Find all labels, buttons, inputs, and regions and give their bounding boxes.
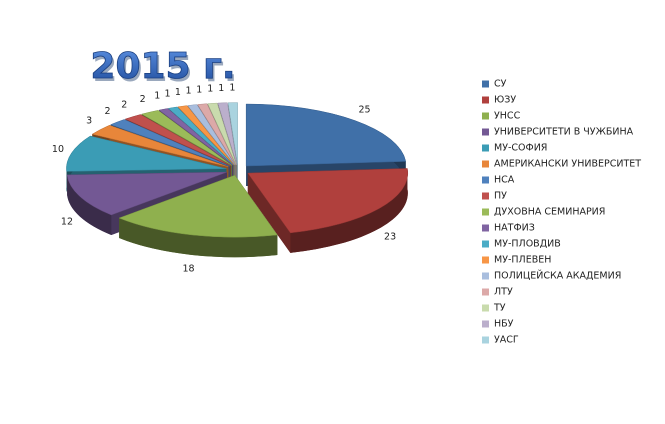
data-label: 1 bbox=[207, 83, 213, 94]
legend-label: УАСГ bbox=[494, 335, 519, 346]
legend-swatch bbox=[482, 240, 489, 248]
data-label: 1 bbox=[175, 87, 181, 98]
slice-side bbox=[119, 218, 278, 258]
slice bbox=[167, 106, 234, 166]
legend-label: УНСС bbox=[494, 111, 521, 122]
slice bbox=[187, 104, 236, 165]
data-label: 10 bbox=[52, 144, 64, 155]
legend-swatch bbox=[482, 304, 489, 312]
chart-title: 2015 г. bbox=[90, 46, 235, 87]
legend-swatch bbox=[482, 144, 489, 152]
slice bbox=[66, 135, 227, 172]
slice bbox=[91, 125, 229, 168]
slice bbox=[124, 114, 231, 166]
data-label: 2 bbox=[121, 100, 127, 111]
slice bbox=[197, 103, 236, 165]
legend-label: МУ-СОФИЯ bbox=[494, 143, 547, 154]
legend-label: НСА bbox=[494, 175, 515, 186]
legend-swatch bbox=[482, 192, 489, 200]
legend-swatch bbox=[482, 208, 489, 216]
data-label: 1 bbox=[154, 91, 160, 102]
legend-label: МУ-ПЛОВДИВ bbox=[494, 239, 561, 250]
slice-side bbox=[290, 168, 408, 253]
data-label: 1 bbox=[185, 85, 191, 96]
legend-label: ЮЗУ bbox=[494, 95, 516, 106]
legend-label: ЛТУ bbox=[494, 287, 513, 298]
legend-label: АМЕРИКАНСКИ УНИВЕРСИТЕТ bbox=[494, 159, 641, 170]
data-label: 1 bbox=[218, 83, 224, 94]
legend-label: ПОЛИЦЕЙСКА АКАДЕМИЯ bbox=[494, 270, 621, 282]
slice bbox=[245, 103, 407, 167]
data-label: 1 bbox=[229, 83, 235, 94]
legend: СУ ЮЗУ УНСС УНИВЕРСИТЕТИ В ЧУЖБИНА МУ-СОФИЯ А… bbox=[482, 79, 641, 346]
legend-label: СУ bbox=[494, 79, 507, 90]
slice bbox=[158, 108, 233, 166]
data-label: 23 bbox=[384, 232, 396, 243]
legend-label: ПУ bbox=[494, 191, 507, 202]
slice bbox=[217, 102, 238, 165]
slice bbox=[227, 102, 238, 165]
legend-swatch bbox=[482, 80, 489, 88]
slice bbox=[109, 119, 230, 167]
slice-side bbox=[67, 174, 112, 235]
data-label: 1 bbox=[164, 89, 170, 100]
chart-title-shadow: 2015 г. bbox=[92, 49, 237, 90]
legend-label: ДУХОВНА СЕМИНАРИЯ bbox=[494, 207, 605, 218]
slice bbox=[141, 110, 232, 166]
legend-swatch bbox=[482, 128, 489, 136]
slice bbox=[66, 171, 228, 216]
legend-label: НАТФИЗ bbox=[494, 223, 535, 234]
legend-swatch bbox=[482, 272, 489, 280]
slice bbox=[177, 105, 235, 166]
legend-label: НБУ bbox=[494, 319, 514, 330]
legend-swatch bbox=[482, 96, 489, 104]
data-label: 3 bbox=[86, 115, 92, 126]
data-label: 2 bbox=[140, 94, 146, 105]
data-label: 2 bbox=[104, 106, 110, 117]
data-label: 18 bbox=[182, 264, 194, 275]
legend-swatch bbox=[482, 320, 489, 328]
pie-tops bbox=[66, 102, 409, 238]
data-label: 25 bbox=[358, 104, 370, 115]
legend-swatch bbox=[482, 224, 489, 232]
legend-swatch bbox=[482, 160, 489, 168]
legend-swatch bbox=[482, 176, 489, 184]
legend-swatch bbox=[482, 112, 489, 120]
slice bbox=[118, 174, 278, 238]
legend-swatch bbox=[482, 288, 489, 296]
slice bbox=[247, 168, 409, 234]
legend-swatch bbox=[482, 336, 489, 344]
slice bbox=[207, 102, 237, 165]
data-label: 12 bbox=[61, 217, 73, 228]
legend-swatch bbox=[482, 256, 489, 264]
legend-label: УНИВЕРСИТЕТИ В ЧУЖБИНА bbox=[494, 127, 634, 138]
legend-label: МУ-ПЛЕВЕН bbox=[494, 255, 551, 266]
slice-side bbox=[247, 173, 291, 253]
data-label: 1 bbox=[196, 84, 202, 95]
legend-label: ТУ bbox=[493, 303, 506, 314]
